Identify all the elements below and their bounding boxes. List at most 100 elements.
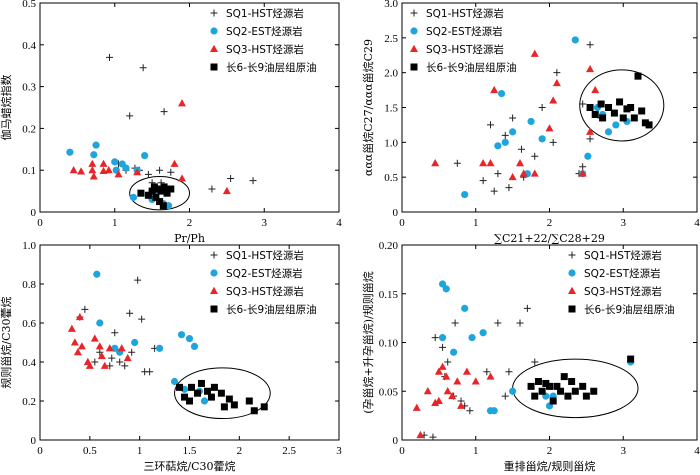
- sq1-plus-marker: [523, 304, 531, 312]
- oil-square-marker: [152, 193, 160, 201]
- oil-square-marker: [160, 183, 168, 191]
- sq1-plus-marker: [444, 358, 452, 366]
- sq3-triangle-marker: [462, 367, 471, 375]
- oil-square-marker: [260, 403, 268, 411]
- sq3-triangle-marker: [516, 159, 524, 167]
- sq3-triangle-marker: [434, 396, 443, 404]
- legend-label: 长6-长9油层组原油: [584, 303, 675, 316]
- sq1-plus-marker: [160, 108, 168, 116]
- sq2-circle-marker: [612, 121, 620, 129]
- x-tick-label: 2: [187, 217, 193, 229]
- y-tick-label: 0: [393, 435, 399, 447]
- oil-square-marker: [549, 397, 557, 405]
- sq3-triangle-marker: [423, 387, 432, 395]
- chart-panel-1: 0 1 2 3 4 0 0.1 0.2 0.3 0.4 0.5 Pr/Ph 伽马蜡烷指数 SQ1-HST烃…: [0, 0, 342, 245]
- legend-sq3-triangle-marker: [410, 44, 418, 52]
- series-triangle: [69, 99, 231, 195]
- legend-label: SQ3-HST烃源岩: [226, 285, 304, 298]
- oil-square-marker: [220, 403, 228, 411]
- sq3-triangle-marker: [453, 377, 462, 385]
- sq1-plus-marker: [549, 138, 557, 146]
- sq3-triangle-marker: [471, 377, 480, 385]
- sq1-plus-marker: [501, 392, 509, 400]
- sq3-triangle-marker: [105, 344, 114, 352]
- sq1-plus-marker: [106, 362, 114, 370]
- sq3-triangle-marker: [73, 348, 82, 356]
- sq1-plus-marker: [490, 187, 498, 195]
- oil-square-marker: [571, 387, 579, 395]
- oil-square-marker: [144, 191, 152, 199]
- sq3-triangle-marker: [549, 96, 558, 104]
- y-tick-label: 3.0: [384, 0, 398, 10]
- oil-square-marker: [627, 355, 635, 363]
- x-tick-label: 3: [621, 217, 627, 229]
- oil-square-marker: [557, 387, 565, 395]
- sq3-triangle-marker: [100, 361, 109, 369]
- sq1-plus-marker: [466, 407, 474, 415]
- legend-label: SQ2-EST烃源岩: [584, 267, 661, 280]
- sq1-plus-marker: [586, 135, 594, 143]
- sq2-circle-marker: [92, 141, 100, 149]
- oil-square-marker: [250, 407, 258, 415]
- sq1-plus-marker: [579, 163, 587, 171]
- y-tick-label: 0.20: [379, 240, 399, 252]
- y-tick-label: 0.2: [22, 123, 36, 135]
- chart-panel-4: 0 1 2 3 4 0 0.05 0.10 0.15 0.20 重排甾烷/规则甾烷 (孕甾烷+升孕甾烷…: [361, 240, 700, 473]
- sq2-circle-marker: [527, 117, 535, 126]
- y-tick-label: 0.8: [22, 279, 36, 291]
- sq3-triangle-marker: [442, 372, 451, 380]
- sq3-triangle-marker: [438, 362, 447, 370]
- cluster-ellipse: [129, 175, 191, 211]
- legend-label: SQ1-HST烃源岩: [426, 7, 504, 20]
- x-tick-label: 2: [547, 445, 553, 457]
- sq3-triangle-marker: [443, 387, 452, 395]
- y-tick-label: 0.05: [379, 386, 399, 398]
- legend-label: SQ1-HST烃源岩: [584, 249, 662, 262]
- x-tick-label: 0: [37, 217, 43, 229]
- sq3-triangle-marker: [490, 85, 499, 94]
- x-tick-label: 1: [112, 217, 118, 229]
- oil-square-marker: [590, 387, 598, 395]
- y-tick-label: 0.5: [22, 0, 36, 10]
- sq3-triangle-marker: [578, 169, 587, 177]
- sq2-circle-marker: [111, 158, 119, 166]
- sq1-plus-marker: [167, 168, 175, 176]
- y-tick-label: 0: [393, 207, 399, 219]
- sq3-triangle-marker: [77, 167, 86, 175]
- sq3-triangle-marker: [434, 367, 443, 375]
- sq3-triangle-marker: [508, 172, 517, 181]
- x-tick-label: 2: [547, 217, 553, 229]
- oil-square-marker: [546, 382, 553, 390]
- cluster-ellipse: [579, 69, 665, 142]
- legend-label: SQ1-HST烃源岩: [226, 249, 304, 262]
- sq1-plus-marker: [139, 64, 147, 72]
- oil-square-marker: [230, 401, 238, 409]
- sq2-circle-marker: [538, 135, 546, 143]
- sq3-triangle-marker: [85, 361, 94, 369]
- sq2-circle-marker: [450, 348, 458, 356]
- oil-square-marker: [176, 383, 184, 391]
- sq1-plus-marker: [128, 348, 136, 356]
- sq3-triangle-marker: [117, 344, 126, 352]
- sq3-triangle-marker: [67, 324, 76, 332]
- oil-square-marker: [586, 104, 594, 111]
- sq3-triangle-marker: [486, 159, 495, 167]
- sq3-triangle-marker: [69, 166, 78, 174]
- oil-square-marker: [638, 107, 646, 115]
- x-axis-label: Pr/Ph: [174, 232, 205, 245]
- sq3-triangle-marker: [530, 49, 539, 57]
- sq2-circle-marker: [501, 138, 509, 146]
- x-tick-label: 0.5: [83, 445, 97, 457]
- sq2-circle-marker: [442, 285, 450, 293]
- series-triangle: [412, 362, 495, 439]
- series-triangle: [67, 312, 132, 369]
- sq3-triangle-marker: [519, 169, 528, 177]
- legend-oil-square-marker: [210, 305, 218, 313]
- oil-square-marker: [207, 393, 215, 401]
- oil-square-marker: [553, 382, 561, 390]
- sq3-triangle-marker: [591, 85, 600, 94]
- sq1-plus-marker: [453, 159, 461, 167]
- sq1-plus-marker: [429, 433, 437, 441]
